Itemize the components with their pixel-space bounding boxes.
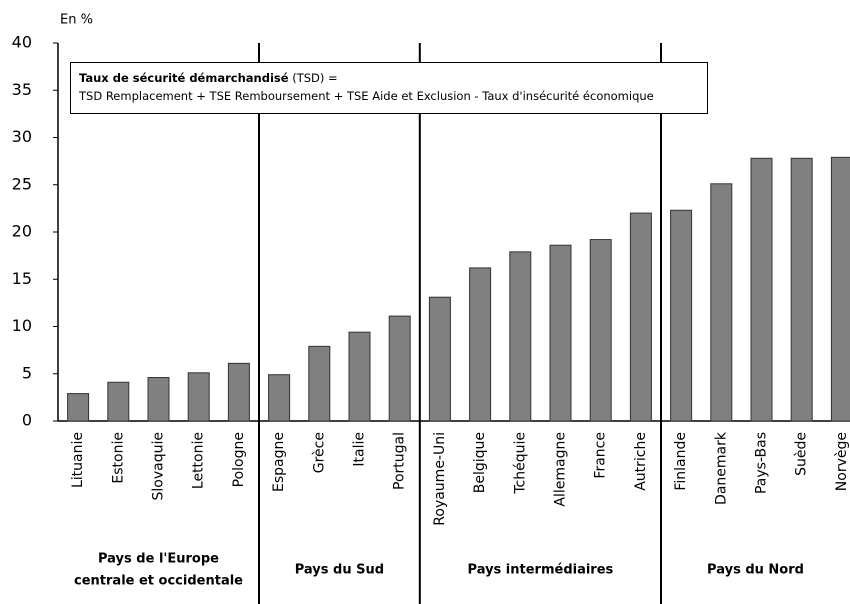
bar xyxy=(388,315,411,422)
x-tick-label: Italie xyxy=(352,432,368,467)
annotation-formula: TSD Remplacement + TSE Remboursement + T… xyxy=(79,89,654,103)
y-tick-label: 25 xyxy=(12,174,32,193)
x-tick-label: Lettonie xyxy=(191,432,207,489)
x-tick-label: Norvège xyxy=(834,432,850,491)
x-tick-label: Portugal xyxy=(392,432,408,490)
bar xyxy=(589,239,612,422)
bar xyxy=(308,345,331,422)
bar xyxy=(469,267,492,422)
group-label: Pays du Nord xyxy=(707,563,804,578)
bar xyxy=(750,157,773,422)
bar xyxy=(187,372,210,422)
bar xyxy=(509,251,532,422)
x-tick-label: Estonie xyxy=(110,432,126,484)
y-tick-label: 35 xyxy=(12,80,32,99)
annotation-suffix: (TSD) = xyxy=(292,71,338,85)
x-tick-label: France xyxy=(593,432,609,479)
x-tick-label: Finlande xyxy=(673,432,689,491)
bar xyxy=(428,296,451,422)
x-tick-label: Danemark xyxy=(713,431,729,505)
bar xyxy=(629,212,652,422)
x-tick-label: Autriche xyxy=(633,432,649,491)
y-tick-label: 10 xyxy=(12,316,32,335)
bar xyxy=(268,374,291,422)
group-label: Pays intermédiaires xyxy=(468,563,614,578)
bar xyxy=(227,362,250,422)
bar xyxy=(107,381,130,422)
group-label: Pays du Sud xyxy=(295,563,384,578)
y-tick-label: 40 xyxy=(12,33,32,52)
x-tick-label: Grèce xyxy=(311,432,327,473)
bar xyxy=(348,331,371,422)
bar xyxy=(670,209,693,422)
x-tick-label: Pologne xyxy=(231,432,247,487)
annotation-title: Taux de sécurité démarchandisé xyxy=(79,71,289,85)
y-unit-label: En % xyxy=(60,13,93,28)
x-tick-label: Pays-Bas xyxy=(754,432,770,494)
x-tick-label: Allemagne xyxy=(553,432,569,507)
bar xyxy=(67,393,90,422)
x-tick-label: Slovaquie xyxy=(151,432,167,500)
y-tick-label: 30 xyxy=(12,127,32,146)
x-tick-label: Suède xyxy=(794,432,810,476)
y-tick-label: 5 xyxy=(22,363,32,382)
x-tick-label: Royaume-Uni xyxy=(432,432,448,526)
bar xyxy=(549,244,572,422)
x-tick-label: Tchéquie xyxy=(512,432,528,495)
x-tick-label: Espagne xyxy=(271,432,287,492)
bar xyxy=(710,183,733,422)
y-tick-label: 20 xyxy=(12,222,32,241)
x-tick-label: Lituanie xyxy=(70,432,86,488)
bar xyxy=(147,377,170,422)
group-label: Pays de l'Europe xyxy=(98,552,219,567)
y-tick-label: 15 xyxy=(12,269,32,288)
y-tick-label: 0 xyxy=(22,411,32,430)
group-label: centrale et occidentale xyxy=(74,574,243,589)
x-tick-label: Belgique xyxy=(472,432,488,493)
bar xyxy=(790,157,813,422)
annotation-box: Taux de sécurité démarchandisé (TSD) = T… xyxy=(70,62,708,114)
bar xyxy=(830,156,850,422)
